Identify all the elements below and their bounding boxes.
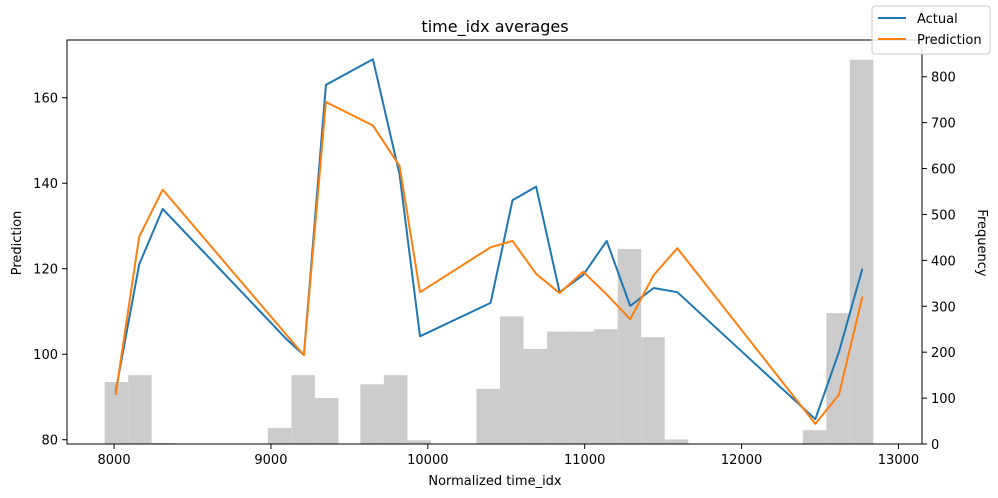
histogram-bar-10	[499, 316, 524, 444]
y2-tick-label-0: 0	[931, 438, 939, 453]
y-axis-label: Prediction	[10, 211, 25, 276]
histogram-bar-19	[826, 313, 850, 444]
histogram-bar-18	[802, 430, 827, 444]
histogram-bar-1	[128, 375, 152, 444]
histogram-bar-17	[664, 439, 689, 444]
histogram-bar-4	[291, 375, 315, 444]
axes-frame	[66, 39, 923, 445]
y2-tick-label-600: 600	[931, 163, 956, 178]
y2-tick-label-400: 400	[931, 254, 956, 269]
histogram-bar-20	[849, 59, 874, 445]
histogram-bar-11	[523, 348, 548, 444]
series-line-actual	[114, 58, 864, 421]
histogram-bar-12	[547, 331, 571, 444]
y2-tick-label-100: 100	[931, 392, 956, 407]
series-line-prediction	[114, 101, 864, 425]
x-tick-label-9000: 9000	[254, 453, 287, 468]
legend: Actual Prediction	[871, 5, 991, 55]
legend-label-prediction: Prediction	[917, 33, 982, 48]
histogram-bar-13	[570, 331, 595, 444]
x-axis-label: Normalized time_idx	[428, 474, 562, 489]
plot-area: 8000 9000 10000 11000 12000 13000801001201401…	[33, 39, 956, 468]
x-tick-label-12000: 12000	[721, 453, 762, 468]
x-tick-label-10000: 10000	[407, 453, 448, 468]
histogram-bar-5	[314, 398, 339, 444]
y2-tick-label-200: 200	[931, 346, 956, 361]
histogram-bar-0	[104, 382, 129, 444]
histogram-bar-14	[594, 329, 618, 444]
x-tick-label-13000: 13000	[878, 453, 919, 468]
y2-tick-label-300: 300	[931, 300, 956, 315]
histogram-bar-7	[383, 375, 408, 444]
y-tick-label-80: 80	[41, 434, 58, 449]
legend-label-actual: Actual	[917, 12, 958, 27]
histogram-bar-9	[476, 388, 500, 444]
chart-title: time_idx averages	[421, 17, 568, 37]
y-tick-label-120: 120	[33, 263, 58, 278]
histogram-bar-8	[407, 440, 431, 444]
y2-tick-label-800: 800	[931, 71, 956, 86]
histogram-bar-16	[641, 337, 665, 444]
y2-axis-label: Frequency	[974, 209, 989, 276]
y2-tick-label-500: 500	[931, 208, 956, 223]
y-tick-label-160: 160	[33, 92, 58, 107]
x-tick-label-8000: 8000	[98, 453, 131, 468]
y-tick-label-100: 100	[33, 348, 58, 363]
y2-tick-label-700: 700	[931, 117, 956, 132]
histogram-bar-15	[617, 248, 642, 444]
histogram-bar-3	[267, 427, 292, 444]
x-tick-label-11000: 11000	[564, 453, 605, 468]
histogram-bar-6	[360, 384, 384, 444]
y-tick-label-140: 140	[33, 177, 58, 192]
